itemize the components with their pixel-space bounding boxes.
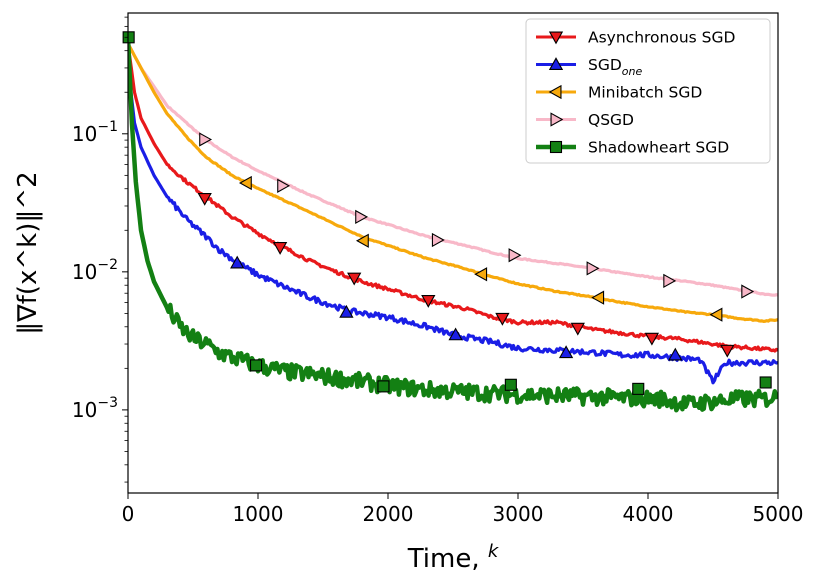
data-point bbox=[668, 347, 683, 361]
data-point bbox=[122, 31, 135, 44]
legend-swatch-marker bbox=[549, 140, 563, 154]
data-point bbox=[339, 304, 354, 318]
data-point bbox=[504, 378, 517, 391]
data-point bbox=[663, 273, 677, 289]
data-point bbox=[421, 294, 436, 308]
series-line-shadowheart-sgd bbox=[128, 37, 778, 413]
data-point bbox=[759, 376, 772, 389]
legend-label: Shadowheart SGD bbox=[588, 139, 729, 157]
data-point bbox=[632, 382, 645, 395]
data-point bbox=[508, 248, 522, 263]
data-point bbox=[570, 322, 585, 336]
data-point bbox=[277, 178, 291, 193]
data-point bbox=[355, 233, 369, 248]
y-axis-label: ‖∇f(x^k)‖^2 bbox=[13, 171, 43, 334]
data-point bbox=[591, 290, 605, 305]
x-axis-label: Time, k bbox=[407, 541, 500, 574]
data-point bbox=[586, 261, 600, 276]
data-point bbox=[197, 192, 212, 206]
legend-swatch-marker bbox=[548, 31, 564, 45]
legend-label: SGDone bbox=[588, 56, 642, 78]
legend-label: Asynchronous SGD bbox=[588, 29, 736, 47]
legend-frame bbox=[525, 18, 771, 164]
data-point bbox=[238, 175, 252, 191]
x-tick-label: 0 bbox=[122, 502, 135, 526]
data-point bbox=[272, 242, 288, 255]
data-point bbox=[474, 267, 488, 282]
data-point bbox=[355, 209, 369, 225]
x-tick-label: 1000 bbox=[233, 502, 284, 526]
data-point bbox=[495, 312, 510, 326]
data-point bbox=[199, 132, 213, 147]
data-point bbox=[431, 232, 445, 248]
legend-label: Minibatch SGD bbox=[588, 84, 702, 102]
y-tick-label: 10−3 bbox=[72, 395, 118, 422]
data-point bbox=[230, 255, 245, 269]
data-point bbox=[558, 345, 574, 359]
x-tick-label: 4000 bbox=[623, 502, 674, 526]
legend-swatch-marker bbox=[550, 112, 564, 127]
series-line-minibatch-sgd bbox=[128, 42, 778, 323]
legend: Asynchronous SGD SGDone Minibatch SGD QSGD S… bbox=[525, 18, 771, 164]
data-point bbox=[709, 307, 723, 322]
plot-frame bbox=[127, 12, 779, 494]
data-point bbox=[448, 327, 463, 341]
data-point bbox=[377, 380, 390, 393]
legend-label: QSGD bbox=[588, 111, 634, 129]
x-axis-label-sup: k bbox=[488, 541, 500, 562]
legend-swatch-marker bbox=[548, 57, 564, 71]
data-point bbox=[741, 284, 755, 299]
x-tick-label: 5000 bbox=[753, 502, 804, 526]
y-tick-label: 10−2 bbox=[72, 257, 118, 284]
data-point bbox=[347, 272, 362, 286]
data-point bbox=[720, 344, 735, 358]
y-tick-label: 10−1 bbox=[72, 119, 118, 146]
data-point bbox=[644, 332, 660, 346]
series-line-asynchronous-sgd bbox=[128, 43, 778, 353]
x-tick-label: 3000 bbox=[493, 502, 544, 526]
x-tick-label: 2000 bbox=[363, 502, 414, 526]
legend-swatch-marker bbox=[548, 84, 562, 100]
data-point bbox=[250, 359, 263, 372]
